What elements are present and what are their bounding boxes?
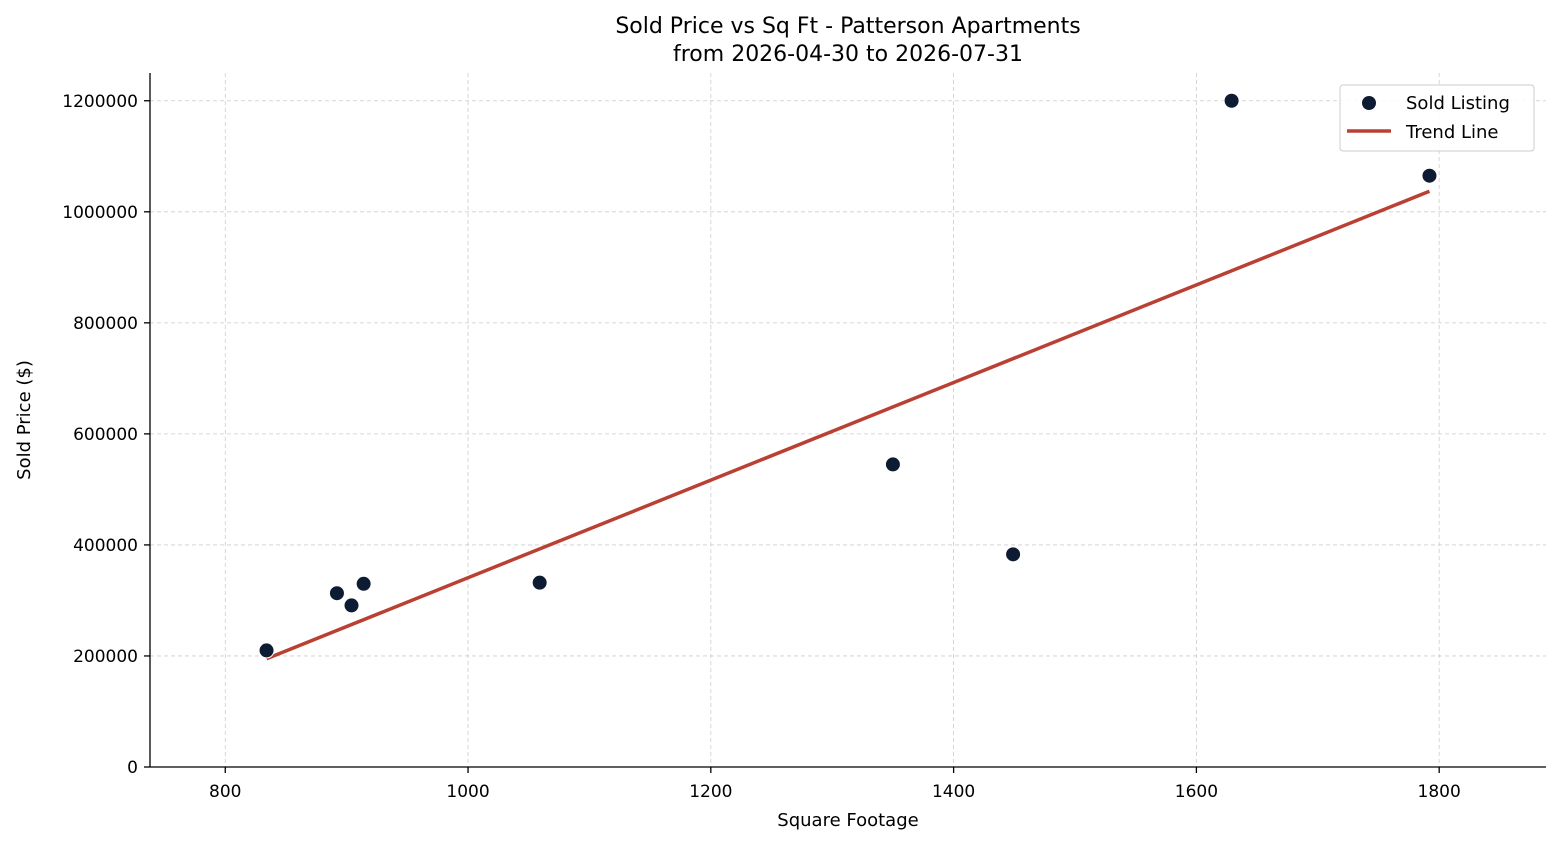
data-point (1421, 167, 1438, 184)
x-tick-label: 1600 (1175, 782, 1218, 802)
y-tick-label: 600000 (73, 425, 138, 445)
data-point (258, 642, 275, 659)
x-tick-label: 1000 (446, 782, 489, 802)
legend-label-sold-listing: Sold Listing (1406, 93, 1510, 114)
y-axis-label: Sold Price ($) (14, 360, 35, 480)
legend-label-trend-line: Trend Line (1405, 122, 1499, 143)
data-point (355, 575, 372, 592)
trend-line (265, 189, 1431, 661)
x-tick-label: 1200 (689, 782, 732, 802)
x-tick-label: 1800 (1418, 782, 1461, 802)
data-point (328, 585, 345, 602)
x-axis-ticks: 800 1000 1200 1400 1600 1800 (209, 767, 1461, 802)
legend: Sold Listing Trend Line (1339, 84, 1535, 152)
chart-subtitle: from 2026-04-30 to 2026-07-31 (673, 42, 1023, 67)
data-point (1005, 546, 1022, 563)
legend-box (1339, 84, 1535, 152)
data-point (1223, 92, 1240, 109)
axes-spines (149, 73, 1546, 768)
x-tick-label: 1400 (932, 782, 975, 802)
chart-title: Sold Price vs Sq Ft - Patterson Apartmen… (615, 14, 1080, 39)
data-point (884, 456, 901, 473)
y-tick-label: 0 (127, 758, 138, 778)
x-axis-label: Square Footage (777, 810, 918, 831)
points-layer (258, 92, 1438, 659)
grid-layer (150, 73, 1546, 767)
y-tick-label: 200000 (73, 647, 138, 667)
data-point (531, 574, 548, 591)
y-tick-label: 1200000 (62, 92, 138, 112)
data-point (343, 597, 360, 614)
y-axis-ticks: 0 200000 400000 600000 800000 1000000 1200000 (62, 92, 150, 778)
y-tick-label: 1000000 (62, 203, 138, 223)
y-tick-label: 800000 (73, 314, 138, 334)
legend-marker-sold-listing (1362, 96, 1376, 110)
y-tick-label: 400000 (73, 536, 138, 556)
x-tick-label: 800 (209, 782, 241, 802)
trend-layer (265, 189, 1431, 661)
